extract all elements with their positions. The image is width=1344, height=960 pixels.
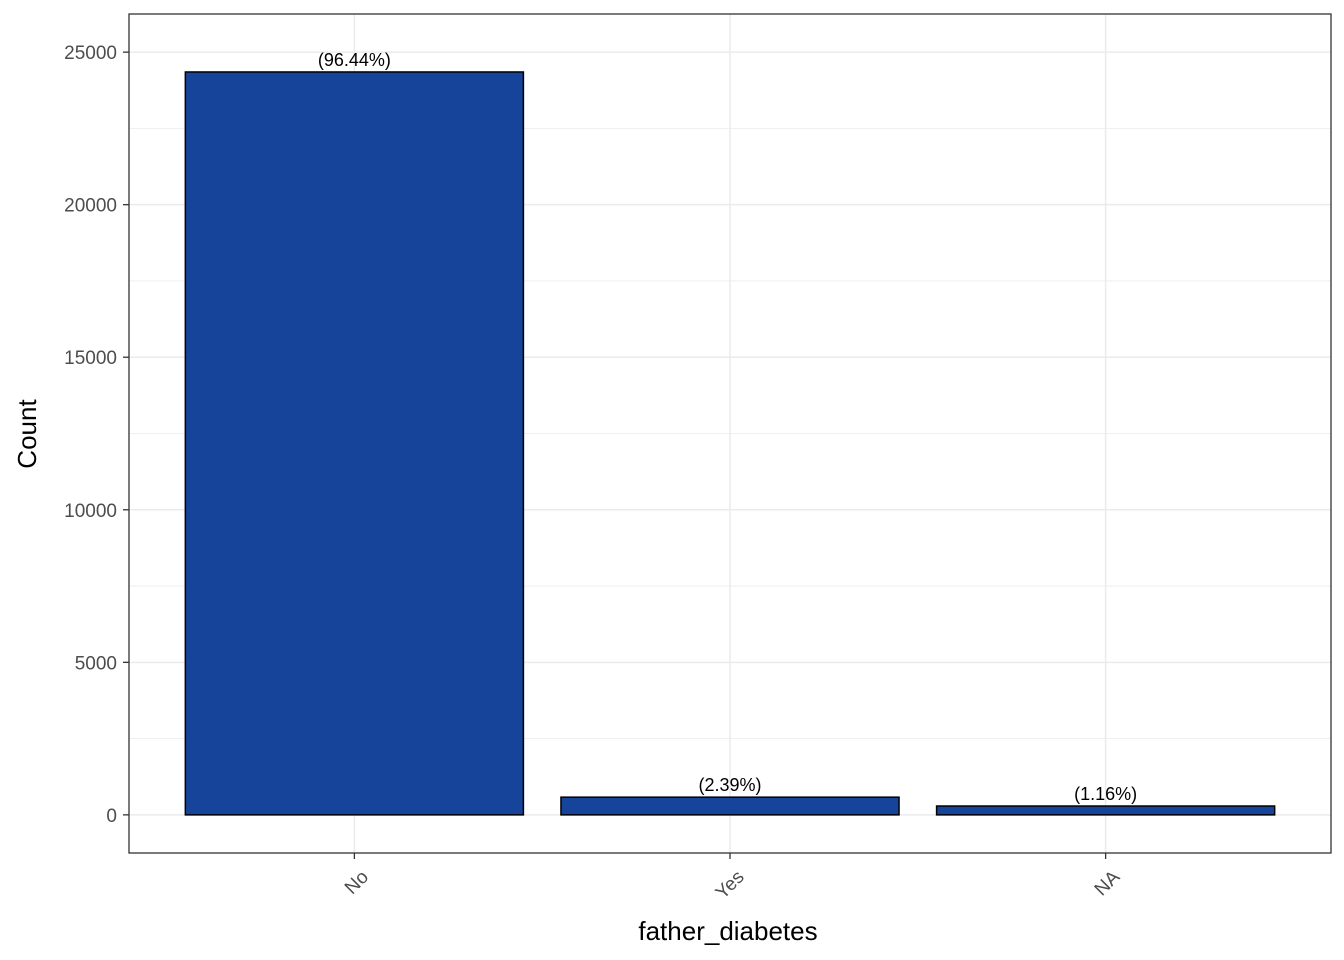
- x-axis: No Yes NA: [341, 853, 1125, 904]
- y-axis-title: Count: [12, 399, 42, 469]
- y-tick-label: 25000: [64, 43, 117, 64]
- data-label-no: (96.44%): [318, 50, 391, 70]
- x-tick-label: NA: [1091, 867, 1125, 901]
- bar-no: [184, 71, 525, 816]
- bar-na: [935, 805, 1276, 816]
- y-tick-label: 15000: [64, 348, 117, 369]
- x-tick-label: Yes: [712, 867, 749, 904]
- y-axis: 0 5000 10000 15000 20000 25000: [64, 43, 129, 827]
- y-tick-label: 0: [106, 806, 117, 827]
- y-tick-label: 5000: [75, 653, 117, 674]
- data-labels: (96.44%) (2.39%) (1.16%): [318, 50, 1137, 804]
- data-label-na: (1.16%): [1074, 784, 1137, 804]
- x-axis-title: father_diabetes: [638, 916, 817, 946]
- y-tick-label: 20000: [64, 196, 117, 217]
- x-tick-label: No: [341, 867, 373, 899]
- bar-yes: [560, 796, 900, 816]
- data-label-yes: (2.39%): [698, 775, 761, 795]
- y-tick-label: 10000: [64, 501, 117, 522]
- bars: [184, 71, 1276, 816]
